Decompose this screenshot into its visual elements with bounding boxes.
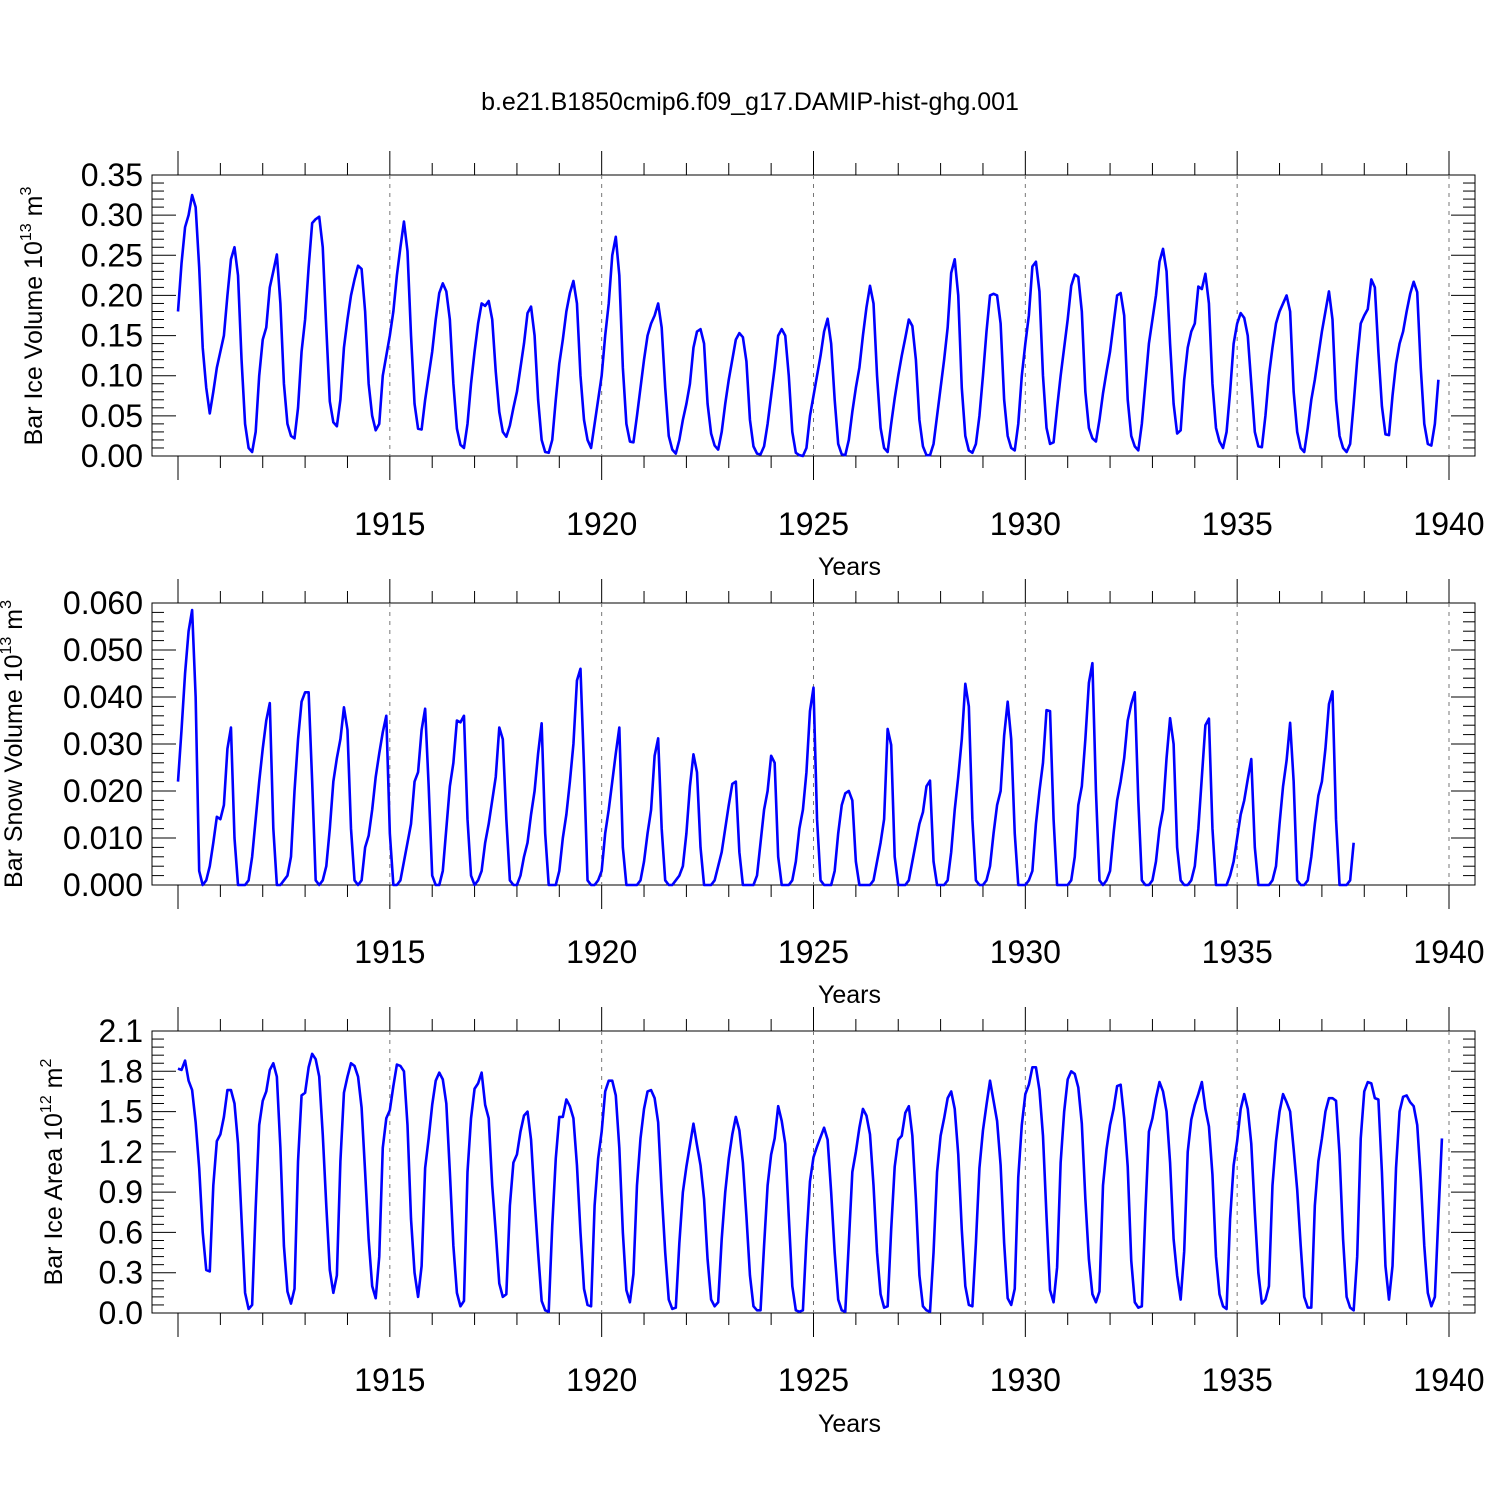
- y-tick-label: 1.8: [99, 1053, 143, 1089]
- x-tick-label: 1940: [1413, 934, 1484, 970]
- x-tick-label: 1930: [990, 1362, 1061, 1398]
- chart-title: b.e21.B1850cmip6.f09_g17.DAMIP-hist-ghg.…: [481, 88, 1019, 116]
- y-tick-label: 0.9: [99, 1174, 143, 1210]
- y-tick-label: 0.3: [99, 1255, 143, 1291]
- y-axis-label-text: m: [20, 196, 48, 224]
- x-tick-label: 1925: [778, 934, 849, 970]
- y-tick-label: 0.000: [63, 867, 143, 903]
- panel-1: 1915 1920 1925 1930 1935 1940 0.00 0.05 0.10 0.15…: [18, 151, 1485, 581]
- y-tick-label: 0.6: [99, 1214, 143, 1250]
- y-tick-label: 1.5: [99, 1094, 143, 1130]
- y-tick-label: 0.00: [81, 438, 143, 474]
- y-axis-label-exponent: 13: [0, 637, 15, 655]
- y-axis-label-exponent: 13: [18, 223, 35, 241]
- y-axis-label: Bar Ice Volume 1013 m3: [18, 187, 48, 446]
- y-tick-label: 0.020: [63, 773, 143, 809]
- x-axis-label: Years: [818, 1410, 881, 1438]
- y-tick-label: 0.050: [63, 632, 143, 668]
- y-tick-label: 0.25: [81, 237, 143, 273]
- y-axis-label-text: m: [40, 1068, 68, 1096]
- y-axis-label-text: Bar Ice Area 10: [40, 1113, 68, 1285]
- y-axis-label: Bar Snow Volume 1013 m3: [0, 600, 28, 888]
- x-axis-label: Years: [818, 981, 881, 1009]
- x-tick-label: 1935: [1202, 934, 1273, 970]
- x-tick-label: 1920: [566, 934, 637, 970]
- y-axis-label-exponent: 2: [38, 1059, 55, 1068]
- y-tick-label: 0.010: [63, 820, 143, 856]
- plot-frame: [151, 1030, 1476, 1314]
- y-tick-label: 1.2: [99, 1134, 143, 1170]
- y-tick-label: 0.10: [81, 358, 143, 394]
- y-tick-label: 0.030: [63, 726, 143, 762]
- x-tick-label: 1925: [778, 1362, 849, 1398]
- y-axis-label: Bar Ice Area 1012 m2: [38, 1059, 68, 1286]
- y-tick-label: 0.35: [81, 157, 143, 193]
- x-tick-label: 1935: [1202, 1362, 1273, 1398]
- x-tick-label: 1925: [778, 506, 849, 542]
- plot-frame: [151, 602, 1476, 886]
- panel-3: 1915 1920 1925 1930 1935 1940 0.0 0.3 0.6 0.9 1.2 1…: [38, 1007, 1485, 1438]
- y-axis-label-text: Bar Snow Volume 10: [0, 655, 28, 888]
- x-tick-label: 1940: [1413, 1362, 1484, 1398]
- y-axis-label-exponent: 12: [38, 1095, 55, 1113]
- y-tick-label: 0.30: [81, 197, 143, 233]
- y-tick-label: 0.0: [99, 1295, 143, 1331]
- y-tick-label: 0.15: [81, 318, 143, 354]
- x-tick-label: 1940: [1413, 506, 1484, 542]
- x-axis-label: Years: [818, 553, 881, 581]
- x-tick-label: 1935: [1202, 506, 1273, 542]
- plot-frame: [151, 174, 1476, 457]
- y-tick-label: 0.060: [63, 585, 143, 621]
- y-axis-label-exponent: 3: [0, 600, 15, 609]
- x-tick-label: 1920: [566, 506, 637, 542]
- x-tick-label: 1920: [566, 1362, 637, 1398]
- y-tick-label: 0.040: [63, 679, 143, 715]
- y-axis-label-text: Bar Ice Volume 10: [20, 241, 48, 445]
- x-tick-label: 1915: [354, 506, 425, 542]
- x-tick-label: 1915: [354, 1362, 425, 1398]
- x-tick-label: 1930: [990, 506, 1061, 542]
- x-tick-label: 1915: [354, 934, 425, 970]
- series-line-bar-snow-volume: [176, 608, 1355, 887]
- x-tick-label: 1930: [990, 934, 1061, 970]
- panel-2: 1915 1920 1925 1930 1935 1940 0.000 0.010 0.020 0…: [0, 579, 1485, 1009]
- series-line-bar-ice-area: [177, 1052, 1444, 1313]
- y-tick-label: 2.1: [99, 1013, 143, 1049]
- y-axis-label-exponent: 3: [18, 187, 35, 196]
- y-tick-label: 0.20: [81, 277, 143, 313]
- y-tick-label: 0.05: [81, 398, 143, 434]
- y-axis-label-text: m: [0, 609, 28, 637]
- series-line-bar-ice-volume: [176, 193, 1440, 458]
